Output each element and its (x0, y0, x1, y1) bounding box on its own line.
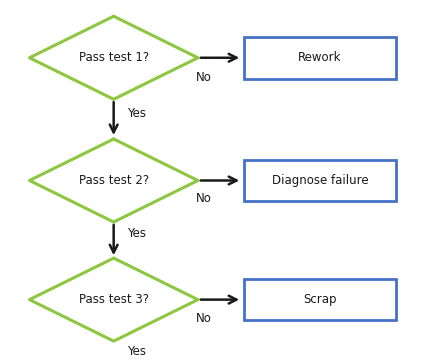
Text: Yes: Yes (127, 345, 147, 358)
FancyBboxPatch shape (244, 279, 396, 321)
FancyBboxPatch shape (244, 37, 396, 78)
Text: Rework: Rework (298, 51, 342, 64)
Polygon shape (29, 139, 198, 222)
Text: Pass test 2?: Pass test 2? (79, 174, 149, 187)
Text: Scrap: Scrap (303, 293, 337, 306)
Text: Yes: Yes (127, 227, 147, 240)
Text: No: No (196, 312, 212, 325)
Text: No: No (196, 71, 212, 84)
Text: No: No (196, 192, 212, 205)
FancyBboxPatch shape (244, 160, 396, 201)
Text: Diagnose failure: Diagnose failure (272, 174, 368, 187)
Polygon shape (29, 258, 198, 341)
Text: Yes: Yes (127, 107, 147, 120)
Polygon shape (29, 16, 198, 99)
Text: Pass test 1?: Pass test 1? (79, 51, 149, 64)
Text: Pass test 3?: Pass test 3? (79, 293, 149, 306)
